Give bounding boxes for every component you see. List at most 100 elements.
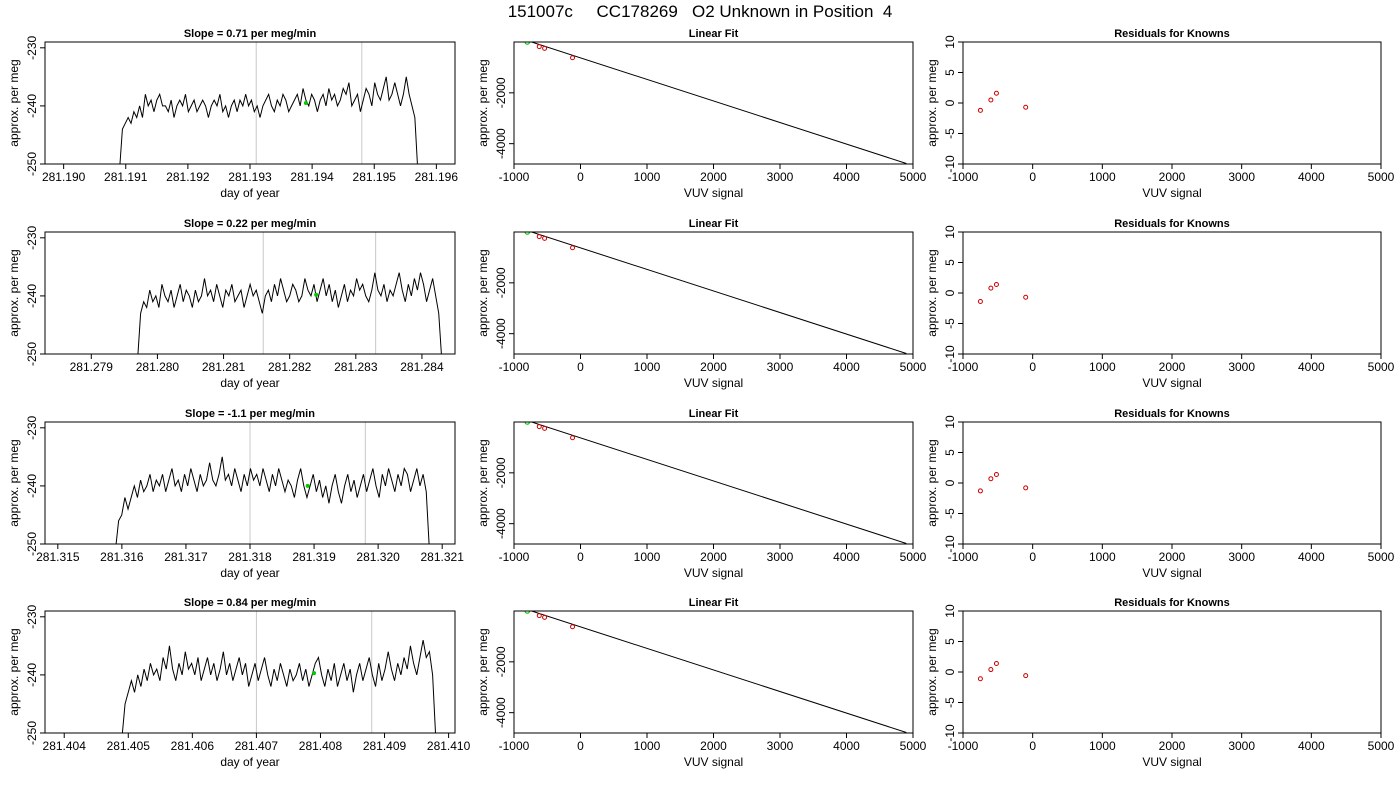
x-tick-label: 3000 (767, 550, 794, 564)
x-tick-label: 1000 (1089, 739, 1116, 753)
panel-r2-c1: Slope = 0.22 per meg/min 281.279 281.280 28… (7, 218, 456, 390)
x-tick-label: 1000 (634, 550, 661, 564)
plot-frame (513, 610, 914, 734)
y-tick-label: -10 (943, 155, 957, 173)
y-axis-label: approx. per meg (7, 439, 21, 526)
x-tick-label: 281.320 (356, 550, 400, 564)
y-tick-label: 10 (943, 415, 957, 429)
plot-area (524, 611, 907, 733)
y-tick-label: -4000 (494, 508, 508, 539)
x-tick-label: 5000 (1368, 360, 1395, 374)
x-tick-label: 5000 (900, 360, 927, 374)
y-tick-label: 0 (943, 99, 957, 106)
known-point (542, 614, 548, 620)
unknown-marker (303, 101, 308, 105)
x-tick-label: 0 (1029, 550, 1036, 564)
plot-frame (962, 41, 1382, 165)
x-tick-label: 5000 (900, 170, 927, 184)
x-tick-label: 281.406 (171, 739, 215, 753)
residual-point (1023, 294, 1029, 300)
x-tick-label: 2000 (1159, 739, 1186, 753)
unknown-point (524, 422, 531, 425)
x-tick-label: -1000 (499, 550, 530, 564)
y-tick-label: -5 (943, 128, 957, 139)
panel-title: Linear Fit (689, 28, 739, 40)
y-tick-label: 10 (943, 35, 957, 49)
plot-frame (513, 41, 914, 165)
x-tick-label: 281.405 (107, 739, 151, 753)
residual-point (977, 107, 983, 113)
residual-point (993, 660, 999, 666)
y-tick-label: -4000 (494, 697, 508, 728)
unknown-marker (305, 483, 310, 488)
x-tick-label: 3000 (1228, 360, 1255, 374)
y-tick-label: -5 (943, 318, 957, 329)
y-tick-label: -10 (943, 724, 957, 742)
residual-point (977, 488, 983, 494)
x-tick-label: 2000 (1159, 360, 1186, 374)
plot-frame (513, 231, 914, 355)
x-tick-label: 1000 (1089, 360, 1116, 374)
x-tick-label: 281.318 (228, 550, 272, 564)
known-point (536, 234, 542, 240)
x-axis-label: VUV signal (1142, 376, 1201, 390)
y-tick-label: -240 (25, 94, 39, 118)
plot-frame (962, 421, 1382, 545)
known-point (542, 45, 548, 51)
x-tick-label: 0 (577, 360, 584, 374)
x-tick-label: 4000 (1298, 170, 1325, 184)
known-point (570, 245, 576, 251)
panel-r4-c3: Residuals for Knowns -1000 0 1000 2000 3000 40… (925, 597, 1395, 769)
plot-frame (513, 421, 914, 545)
signal-line (137, 272, 442, 354)
x-tick-label: 0 (577, 550, 584, 564)
panel-title: Residuals for Knowns (1114, 597, 1230, 609)
x-tick-label: 2000 (1159, 550, 1186, 564)
x-tick-label: 2000 (700, 170, 727, 184)
panel-title: Slope = 0.84 per meg/min (184, 597, 317, 609)
x-tick-label: 2000 (700, 360, 727, 374)
residual-point (988, 667, 994, 673)
x-tick-label: 3000 (1228, 170, 1255, 184)
x-tick-label: 4000 (1298, 360, 1325, 374)
y-tick-label: 0 (943, 479, 957, 486)
panel-title: Slope = 0.22 per meg/min (184, 218, 317, 230)
y-tick-label: -10 (943, 345, 957, 363)
panel-title: Linear Fit (689, 597, 739, 609)
signal-line (119, 76, 418, 164)
y-tick-label: 10 (943, 225, 957, 239)
x-tick-label: 4000 (833, 739, 860, 753)
residual-point (1023, 485, 1029, 491)
y-axis-label: approx. per meg (7, 249, 21, 336)
plot-area (137, 232, 442, 354)
known-point (570, 624, 576, 630)
y-axis-label: approx. per meg (7, 59, 21, 146)
fit-line (529, 611, 907, 733)
y-axis-label: approx. per meg (476, 439, 490, 526)
x-tick-label: 4000 (1298, 739, 1325, 753)
x-tick-label: -1000 (948, 550, 979, 564)
x-tick-label: 5000 (900, 739, 927, 753)
plot-frame (44, 610, 456, 734)
y-tick-label: -250 (25, 342, 39, 366)
y-tick-label: -10 (943, 535, 957, 553)
x-axis-label: day of year (220, 376, 279, 390)
y-tick-label: -240 (25, 474, 39, 498)
plot-area (524, 42, 907, 164)
residual-point (988, 476, 994, 482)
panel-r4-c1: Slope = 0.84 per meg/min 281.404 281.405 28… (7, 597, 471, 769)
residual-point (1023, 673, 1029, 679)
y-tick-label: 0 (943, 668, 957, 675)
signal-line (115, 456, 430, 544)
x-tick-label: 3000 (767, 170, 794, 184)
x-tick-label: -1000 (499, 360, 530, 374)
x-axis-label: VUV signal (1142, 566, 1201, 580)
signal-line (121, 639, 436, 733)
x-tick-label: 281.409 (363, 739, 407, 753)
plot-frame (962, 231, 1382, 355)
x-tick-label: 0 (577, 170, 584, 184)
known-point (570, 435, 576, 441)
x-axis-label: day of year (220, 186, 279, 200)
residual-point (988, 97, 994, 103)
x-tick-label: 0 (1029, 360, 1036, 374)
